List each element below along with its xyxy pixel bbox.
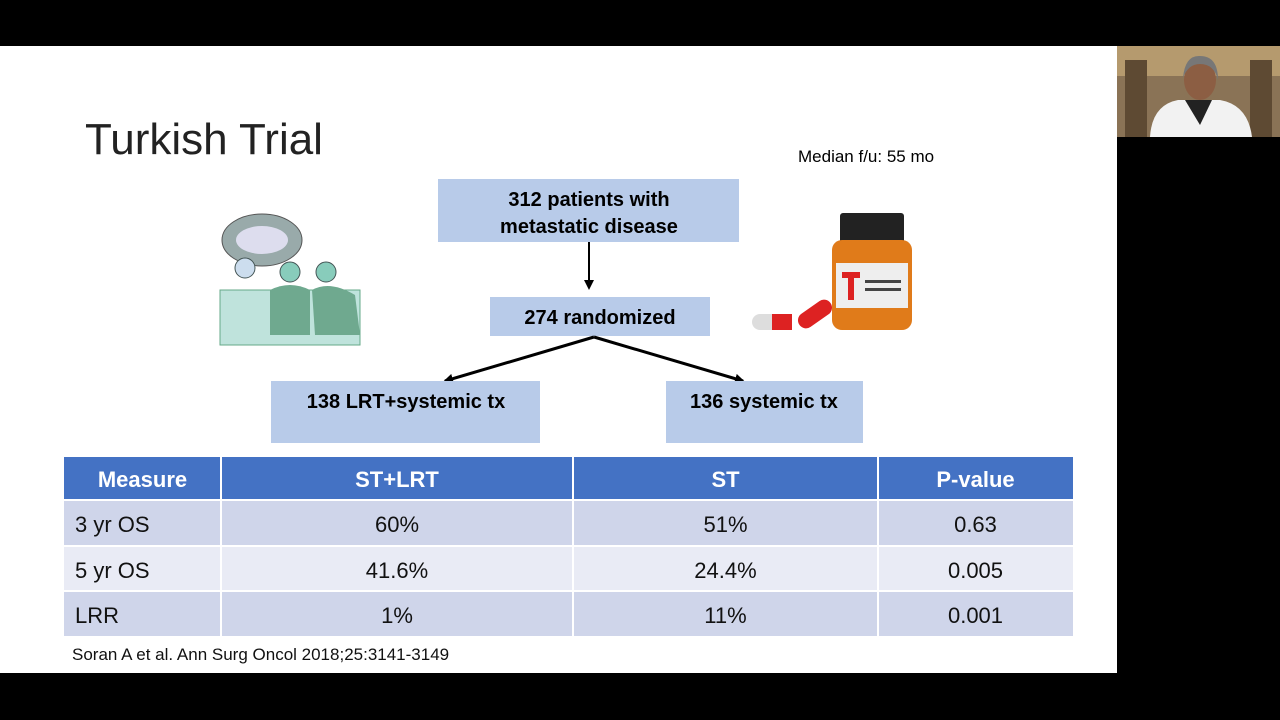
flow-box <box>666 381 863 443</box>
flow-box <box>438 179 739 242</box>
table-row <box>64 546 1073 591</box>
table-row <box>64 591 1073 636</box>
table-row <box>64 500 1073 546</box>
flow-text: 274 randomized <box>524 307 675 329</box>
arrow <box>593 335 745 384</box>
table-cell: LRR <box>75 603 119 628</box>
arrow <box>443 335 595 384</box>
flow-text: 138 LRT+systemic tx <box>307 391 505 413</box>
surgery-illustration <box>219 213 361 346</box>
table-cell: 11% <box>704 603 746 628</box>
header-cell: ST <box>711 467 740 492</box>
table-cell: 5 yr OS <box>75 558 150 583</box>
table-cell: 0.63 <box>954 512 997 537</box>
table-cell: 24.4% <box>694 558 756 583</box>
flow-text: 312 patients with <box>508 189 669 211</box>
table-cell: 0.005 <box>948 558 1003 583</box>
results-table: Measure ST+LRT ST P-value 3 yr OS 60% 51% 0.63 5… <box>64 457 1073 636</box>
header-cell: ST+LRT <box>355 467 439 492</box>
header-cell: P-value <box>936 467 1014 492</box>
follow-up: Median f/u: 55 mo <box>798 147 934 166</box>
table-cell: 0.001 <box>948 603 1003 628</box>
slide-title: Turkish Trial <box>85 115 323 164</box>
pill-illustration <box>752 213 912 330</box>
flow-text: metastatic disease <box>500 216 678 238</box>
table-cell: 60% <box>375 512 419 537</box>
citation: Soran A et al. Ann Surg Oncol 2018;25:31… <box>72 645 449 664</box>
header-cell: Measure <box>98 467 187 492</box>
table-cell: 1% <box>381 603 413 628</box>
table-cell: 51% <box>703 512 747 537</box>
flow-box <box>271 381 540 443</box>
flow-text: 136 systemic tx <box>690 391 838 413</box>
table-cell: 41.6% <box>366 558 428 583</box>
webcam <box>1117 46 1280 137</box>
flow-box <box>490 297 710 336</box>
table-header <box>64 457 1073 500</box>
table-cell: 3 yr OS <box>75 512 150 537</box>
